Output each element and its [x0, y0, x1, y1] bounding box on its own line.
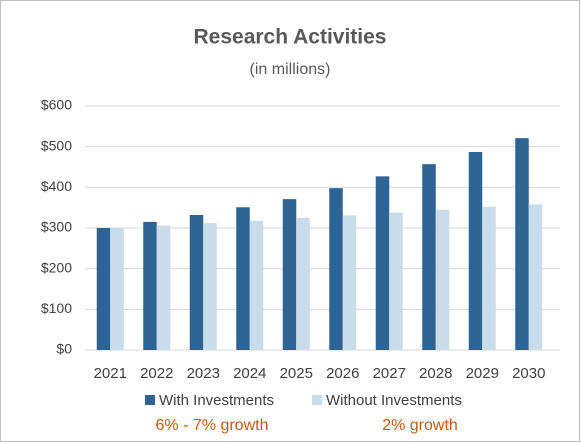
annotation: 2% growth [382, 417, 458, 434]
y-tick-label: $200 [41, 259, 72, 275]
legend-label: Without Investments [326, 392, 462, 409]
x-tick-label: 2030 [512, 365, 545, 382]
y-tick-label: $100 [41, 300, 72, 316]
x-tick-label: 2027 [373, 365, 406, 382]
bar [528, 204, 543, 350]
x-tick-label: 2026 [326, 365, 359, 382]
chart-subtitle: (in millions) [250, 61, 331, 78]
bar [189, 214, 204, 350]
bar [435, 209, 450, 350]
y-tick-label: $600 [41, 97, 72, 113]
x-tick-label: 2022 [140, 365, 173, 382]
bar [96, 228, 111, 350]
y-tick-label: $500 [41, 137, 72, 153]
x-tick-label: 2023 [187, 365, 220, 382]
bar [110, 228, 124, 350]
bar [422, 164, 436, 350]
bar [143, 221, 157, 350]
bar [203, 223, 217, 350]
x-tick-label: 2024 [233, 365, 266, 382]
y-tick-label: $0 [56, 341, 72, 357]
bar [236, 207, 250, 350]
bar [515, 138, 529, 350]
y-tick-label: $400 [41, 178, 72, 194]
x-tick-label: 2028 [419, 365, 452, 382]
bar [482, 206, 496, 350]
annotation: 6% - 7% growth [156, 417, 269, 434]
bar [282, 199, 297, 350]
bar [468, 151, 483, 350]
x-tick-label: 2021 [94, 365, 127, 382]
legend-swatch [145, 395, 155, 405]
x-tick-label: 2025 [280, 365, 313, 382]
bar [375, 176, 390, 350]
x-tick-label: 2029 [466, 365, 499, 382]
bar [296, 217, 310, 350]
bar [342, 215, 357, 350]
bar [389, 212, 403, 350]
legend-label: With Investments [159, 392, 274, 409]
chart-title: Research Activities [194, 26, 387, 49]
bar [249, 220, 264, 350]
bar [329, 188, 343, 350]
legend-swatch [312, 395, 322, 405]
y-tick-label: $300 [41, 219, 72, 235]
bar [156, 225, 171, 350]
